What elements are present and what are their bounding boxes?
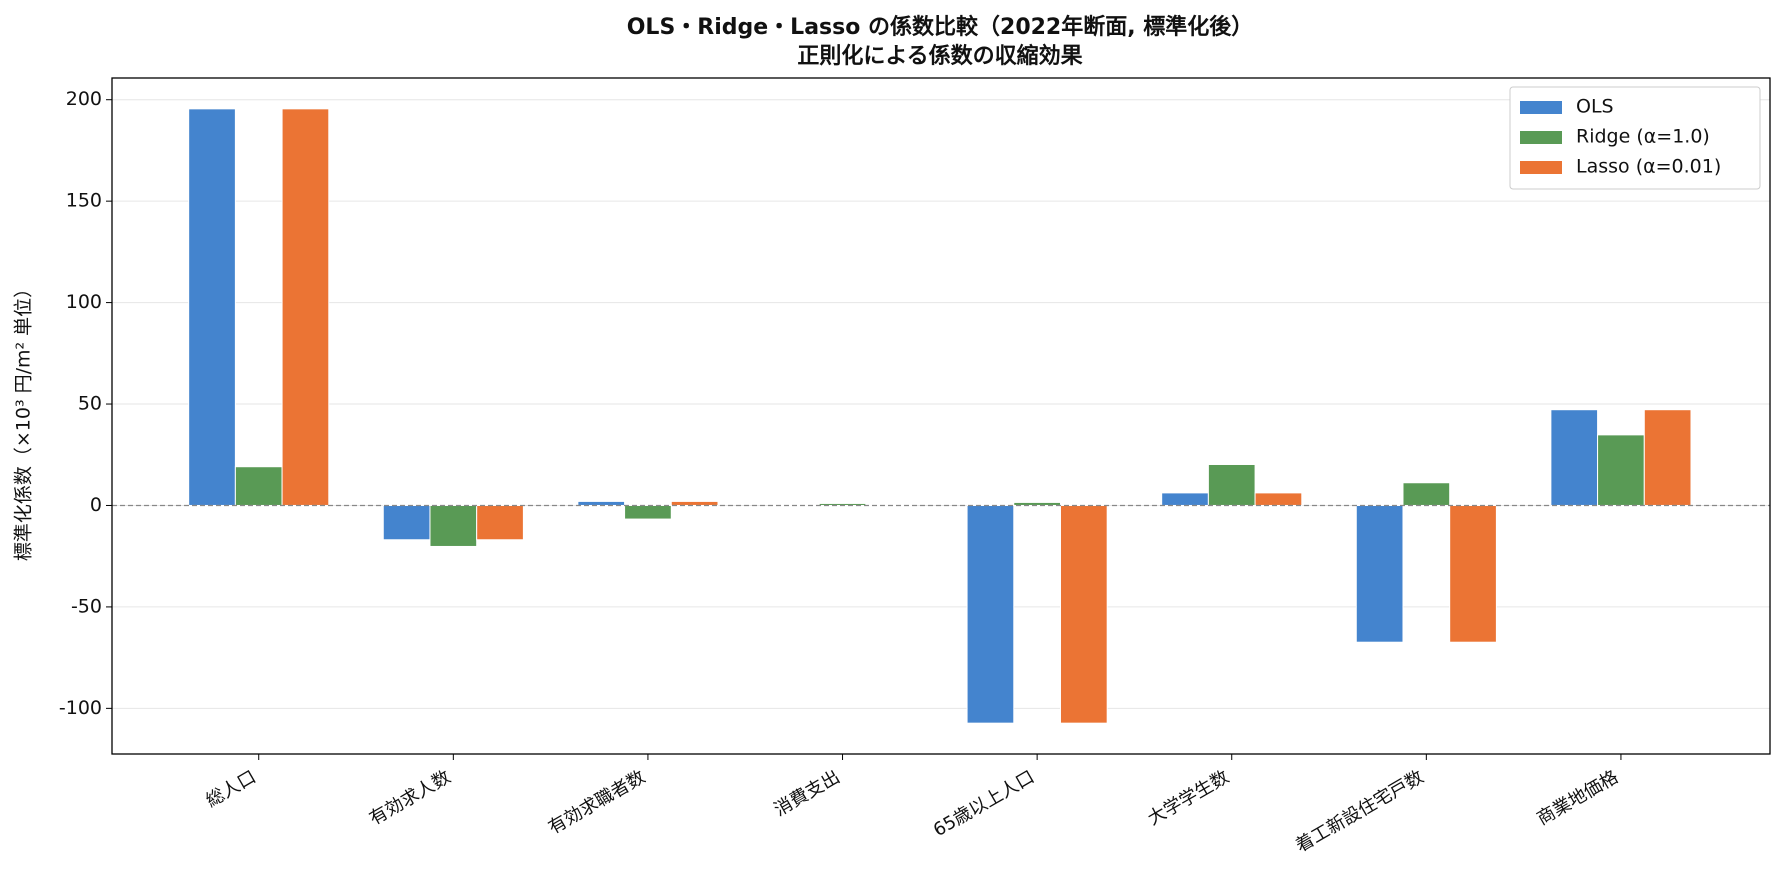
legend-label: OLS <box>1576 96 1614 118</box>
y-tick-label: -100 <box>59 697 102 719</box>
legend-swatch <box>1520 161 1562 174</box>
bar <box>1550 409 1599 506</box>
y-tick-label: 100 <box>66 291 102 313</box>
bar <box>577 500 626 506</box>
bar <box>1013 501 1061 506</box>
bar <box>624 504 672 520</box>
bar <box>281 108 330 506</box>
bar <box>188 108 236 506</box>
y-tick-label: 50 <box>78 393 102 415</box>
y-axis-label: 標準化係数（×10³ 円/m² 単位） <box>13 279 35 561</box>
bar <box>1597 434 1645 506</box>
x-tick-label: 消費支出 <box>771 766 844 820</box>
y-tick-label: -50 <box>71 595 102 617</box>
y-tick-label: 200 <box>66 88 102 110</box>
y-tick-label: 150 <box>66 190 102 212</box>
y-tick-label: 0 <box>90 494 102 516</box>
bar <box>1059 504 1108 724</box>
plot-frame <box>111 77 1771 755</box>
legend-label: Lasso (α=0.01) <box>1576 156 1721 178</box>
x-tick-label: 大学学生数 <box>1144 766 1232 829</box>
bar <box>670 500 719 506</box>
legend-label: Ridge (α=1.0) <box>1576 126 1710 148</box>
legend-frame <box>1509 86 1761 190</box>
x-tick-label: 着工新設住宅戸数 <box>1292 766 1427 856</box>
x-tick-label: 総人口 <box>202 766 259 811</box>
bar <box>382 504 431 541</box>
bar <box>1402 482 1451 506</box>
legend-swatch <box>1520 101 1562 114</box>
bar <box>966 504 1015 724</box>
bar <box>234 466 283 506</box>
bar <box>1207 463 1256 506</box>
bar <box>1161 492 1209 506</box>
bar <box>1449 504 1497 643</box>
bar <box>429 504 478 547</box>
bar <box>1643 409 1692 506</box>
x-tick-label: 65歳以上人口 <box>930 766 1038 841</box>
x-tick-label: 商業地価格 <box>1533 766 1621 829</box>
x-tick-label: 有効求職者数 <box>545 766 649 838</box>
bar <box>1355 504 1404 643</box>
chart-title: OLS・Ridge・Lasso の係数比較（2022年断面, 標準化後） <box>627 14 1254 40</box>
legend-swatch <box>1520 131 1562 144</box>
bar <box>476 504 524 541</box>
bar <box>1254 492 1303 506</box>
x-tick-label: 有効求人数 <box>366 766 454 829</box>
chart-subtitle: 正則化による係数の収縮効果 <box>797 43 1082 69</box>
